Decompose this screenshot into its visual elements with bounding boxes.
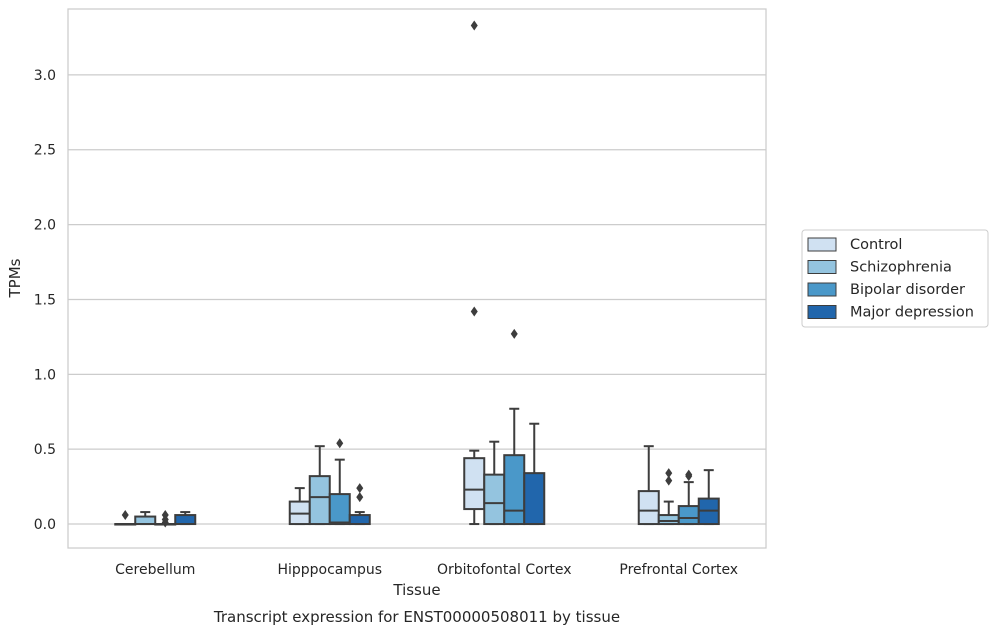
plot-frame — [67, 8, 767, 549]
gridlines — [68, 74, 766, 525]
box-schizophrenia — [134, 511, 157, 526]
outlier-point — [161, 510, 169, 521]
box-major-depression — [174, 511, 197, 526]
outlier-point — [470, 20, 478, 31]
box-major-depression — [697, 469, 720, 526]
box-group-orbitofontal-cortex — [463, 20, 546, 526]
outlier-point — [510, 328, 518, 339]
box-control — [637, 445, 660, 526]
y-axis-label: TPMs — [6, 258, 24, 298]
box-bipolar-disorder — [328, 438, 351, 526]
legend-label-schizophrenia: Schizophrenia — [850, 260, 952, 276]
box-body — [483, 473, 506, 526]
legend-label-bipolar-disorder: Bipolar disorder — [850, 282, 965, 298]
legend: Control Schizophrenia Bipolar disorder Majo… — [801, 229, 989, 328]
box-group-prefrontal-cortex — [637, 445, 720, 526]
legend-swatch-control — [807, 237, 837, 252]
box-body — [174, 514, 197, 526]
outlier-point — [356, 483, 364, 494]
legend-swatch-major-depression — [807, 305, 837, 319]
box-body — [348, 514, 371, 526]
plot-background — [68, 9, 766, 548]
outlier-point — [356, 492, 364, 503]
box-control — [463, 20, 486, 526]
y-tick-label: 1.5 — [34, 292, 56, 308]
legend-label-control: Control — [850, 237, 902, 253]
box-group-cerebellum — [114, 510, 197, 528]
y-tick-label: 0.5 — [34, 442, 56, 458]
y-tick-label: 2.0 — [34, 218, 56, 234]
outlier-point — [685, 469, 693, 480]
box-body — [463, 457, 486, 511]
y-tick-label: 1.0 — [34, 367, 56, 383]
chart-title: Transcript expression for ENST0000050801… — [213, 608, 620, 626]
box-body — [308, 475, 331, 526]
box-body — [328, 493, 351, 526]
outlier-point — [470, 306, 478, 317]
outlier-point — [336, 438, 344, 449]
legend-frame — [801, 229, 989, 328]
legend-swatch-schizophrenia — [807, 260, 837, 274]
x-tick-label: Orbitofontal Cortex — [437, 562, 572, 578]
outlier-point — [665, 475, 673, 486]
y-tick-label: 0.0 — [34, 517, 56, 533]
box-group-hipppocampus — [288, 438, 371, 526]
y-tick-label: 2.5 — [34, 143, 56, 159]
x-tick-label: Prefrontal Cortex — [619, 562, 738, 578]
box-body — [677, 505, 700, 526]
x-axis-ticks: Cerebellum Hipppocampus Orbitofontal Corte… — [115, 562, 738, 578]
x-tick-label: Hipppocampus — [277, 562, 382, 578]
box-body — [523, 472, 546, 526]
box-body — [503, 454, 526, 526]
x-tick-label: Cerebellum — [115, 562, 195, 578]
x-axis-label: Tissue — [392, 581, 440, 599]
box-body — [134, 515, 157, 526]
box-groups — [114, 20, 720, 528]
legend-label-major-depression: Major depression — [850, 305, 974, 321]
outlier-point — [665, 468, 673, 479]
y-tick-label: 3.0 — [34, 68, 56, 84]
outlier-point — [121, 510, 129, 521]
box-body — [637, 490, 660, 526]
legend-swatch-bipolar-disorder — [807, 282, 837, 297]
box-major-depression — [523, 422, 546, 526]
y-axis-ticks: 0.0 0.5 1.0 1.5 2.0 2.5 3.0 — [34, 68, 56, 533]
box-major-depression — [348, 483, 371, 526]
box-body — [657, 514, 680, 526]
